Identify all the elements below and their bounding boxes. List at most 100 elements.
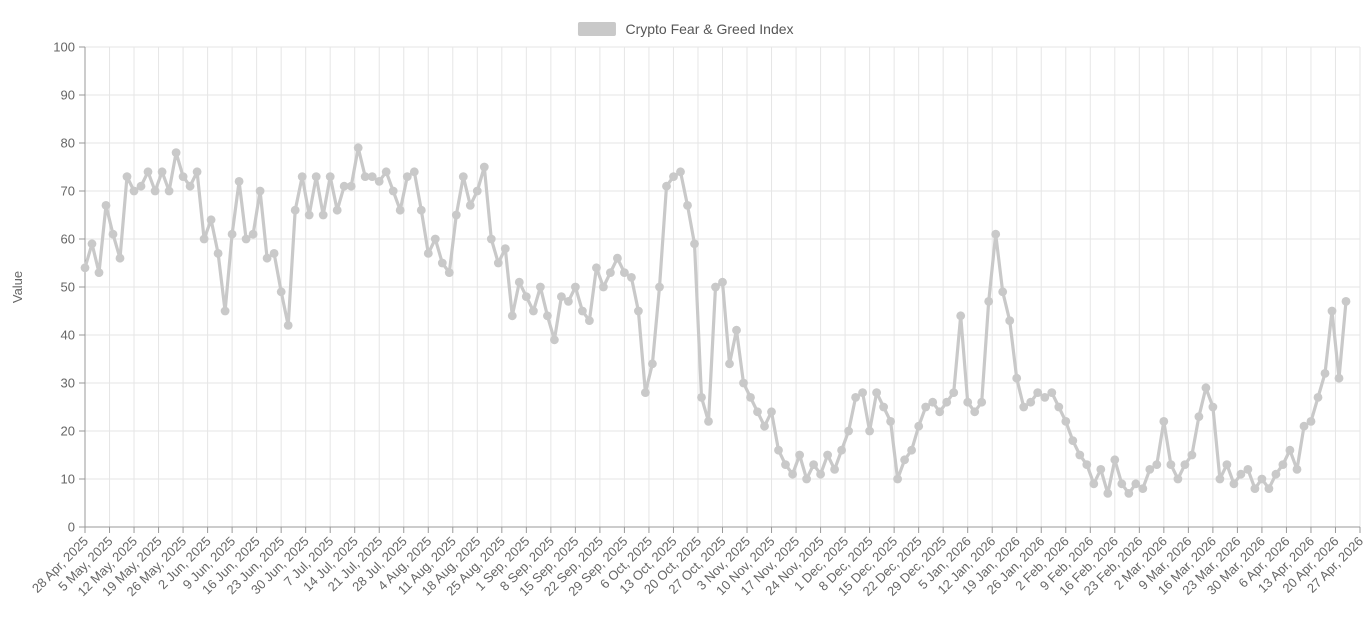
data-point[interactable] xyxy=(171,148,181,158)
data-point[interactable] xyxy=(683,201,692,210)
data-point[interactable] xyxy=(437,258,447,268)
data-point[interactable] xyxy=(739,378,748,388)
data-point[interactable] xyxy=(255,186,265,196)
data-point[interactable] xyxy=(353,143,363,153)
data-point[interactable] xyxy=(178,172,188,182)
data-point[interactable] xyxy=(472,186,482,196)
data-point[interactable] xyxy=(774,445,783,455)
data-point[interactable] xyxy=(1054,402,1064,412)
data-point[interactable] xyxy=(557,292,566,301)
data-point[interactable] xyxy=(697,393,706,402)
data-point[interactable] xyxy=(409,167,419,177)
data-point[interactable] xyxy=(753,407,762,417)
data-point[interactable] xyxy=(1264,484,1274,493)
data-point[interactable] xyxy=(213,249,223,258)
data-point[interactable] xyxy=(143,167,153,177)
data-point[interactable] xyxy=(388,186,398,196)
data-point[interactable] xyxy=(991,229,1001,239)
data-point[interactable] xyxy=(1040,393,1050,402)
data-point[interactable] xyxy=(865,426,874,436)
data-point[interactable] xyxy=(802,474,811,484)
data-point[interactable] xyxy=(921,402,931,412)
data-point[interactable] xyxy=(248,229,258,239)
data-point[interactable] xyxy=(1110,455,1120,465)
data-point[interactable] xyxy=(1320,369,1330,378)
data-point[interactable] xyxy=(1026,397,1036,407)
data-point[interactable] xyxy=(1061,417,1071,426)
data-point[interactable] xyxy=(199,234,209,244)
data-point[interactable] xyxy=(1082,460,1092,469)
data-point[interactable] xyxy=(381,167,391,177)
data-point[interactable] xyxy=(1089,479,1099,489)
data-point[interactable] xyxy=(669,172,678,182)
data-point[interactable] xyxy=(423,249,433,258)
data-point[interactable] xyxy=(346,181,356,191)
data-point[interactable] xyxy=(879,402,888,412)
data-point[interactable] xyxy=(550,335,559,345)
data-point[interactable] xyxy=(290,205,300,215)
data-point[interactable] xyxy=(444,268,454,277)
data-point[interactable] xyxy=(781,460,790,469)
data-point[interactable] xyxy=(185,181,195,191)
data-point[interactable] xyxy=(886,417,895,426)
data-point[interactable] xyxy=(900,455,909,465)
data-point[interactable] xyxy=(451,210,461,220)
data-point[interactable] xyxy=(458,172,468,182)
data-point[interactable] xyxy=(1208,402,1218,412)
data-point[interactable] xyxy=(80,263,90,273)
data-point[interactable] xyxy=(543,311,552,321)
data-point[interactable] xyxy=(977,397,987,407)
data-point[interactable] xyxy=(851,393,860,402)
data-point[interactable] xyxy=(1047,388,1057,397)
data-point[interactable] xyxy=(956,311,966,321)
data-point[interactable] xyxy=(1222,460,1232,469)
data-point[interactable] xyxy=(1096,465,1106,474)
data-point[interactable] xyxy=(823,450,832,460)
data-point[interactable] xyxy=(1180,460,1190,469)
data-point[interactable] xyxy=(907,445,916,455)
data-point[interactable] xyxy=(984,297,994,306)
data-point[interactable] xyxy=(711,282,720,292)
data-point[interactable] xyxy=(122,172,132,182)
data-point[interactable] xyxy=(416,205,426,215)
data-point[interactable] xyxy=(262,253,272,263)
data-point[interactable] xyxy=(486,234,496,244)
data-point[interactable] xyxy=(809,460,818,469)
data-point[interactable] xyxy=(500,244,510,254)
data-point[interactable] xyxy=(1019,402,1029,412)
data-point[interactable] xyxy=(1327,306,1337,316)
data-point[interactable] xyxy=(928,397,938,407)
data-point[interactable] xyxy=(94,268,104,277)
data-point[interactable] xyxy=(641,388,650,397)
data-point[interactable] xyxy=(402,172,412,182)
data-point[interactable] xyxy=(1138,484,1148,493)
data-point[interactable] xyxy=(1187,450,1197,460)
data-point[interactable] xyxy=(164,186,174,196)
data-point[interactable] xyxy=(1117,479,1127,489)
data-point[interactable] xyxy=(514,277,524,287)
data-point[interactable] xyxy=(767,407,776,417)
data-point[interactable] xyxy=(1033,388,1043,397)
data-point[interactable] xyxy=(578,306,587,316)
legend-item[interactable]: Crypto Fear & Greed Index xyxy=(577,21,794,37)
data-point[interactable] xyxy=(634,306,643,316)
data-point[interactable] xyxy=(795,450,804,460)
data-point[interactable] xyxy=(1166,460,1176,469)
data-point[interactable] xyxy=(1012,373,1022,383)
data-point[interactable] xyxy=(816,469,825,479)
data-point[interactable] xyxy=(521,292,531,301)
data-point[interactable] xyxy=(283,321,293,330)
data-point[interactable] xyxy=(465,201,475,210)
data-point[interactable] xyxy=(1068,436,1078,445)
data-point[interactable] xyxy=(374,177,384,186)
data-point[interactable] xyxy=(942,397,952,407)
data-point[interactable] xyxy=(662,181,671,191)
data-point[interactable] xyxy=(311,172,321,182)
data-point[interactable] xyxy=(1152,460,1162,469)
data-point[interactable] xyxy=(564,297,573,306)
data-point[interactable] xyxy=(157,167,167,177)
data-point[interactable] xyxy=(430,234,440,244)
data-point[interactable] xyxy=(837,445,846,455)
data-point[interactable] xyxy=(108,229,118,239)
